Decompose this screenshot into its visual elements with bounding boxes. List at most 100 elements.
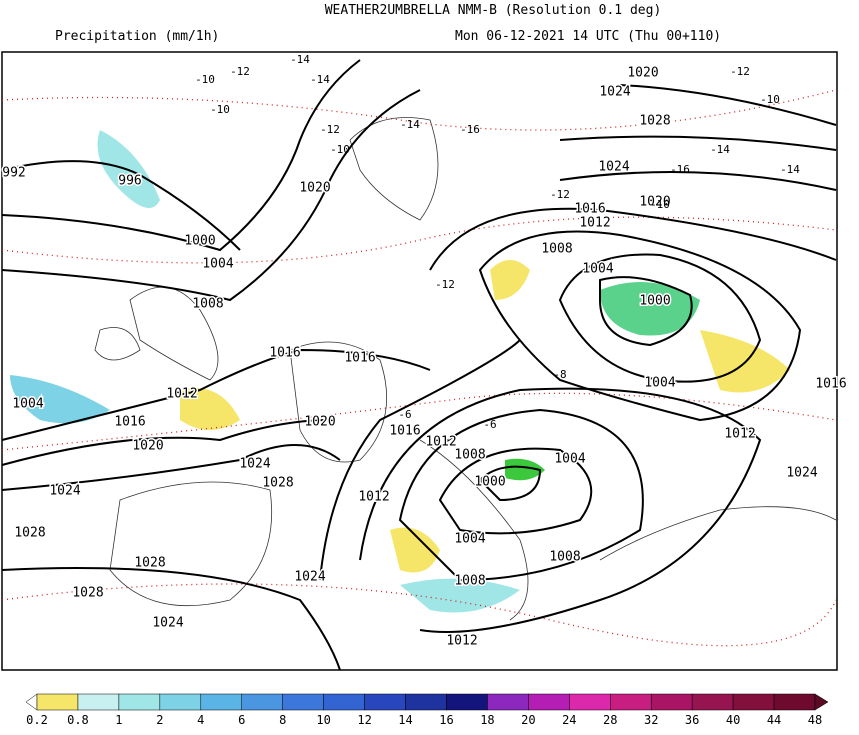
map-frame: 9929961000100410081012101610201024102410… [1, 51, 848, 671]
colorbar-label: 10 [316, 713, 330, 727]
temperature-label: -6 [398, 408, 411, 421]
colorbar-label: 40 [726, 713, 740, 727]
colorbar-label: 20 [521, 713, 535, 727]
isobar-label: 1016 [269, 346, 300, 361]
isobar [319, 339, 521, 581]
isobar-label: 1020 [639, 195, 670, 210]
temperature-label: -10 [195, 73, 215, 86]
colorbar-swatch [159, 693, 202, 711]
isobar-label: 1012 [166, 387, 197, 402]
precip-area [180, 388, 240, 430]
isobar [619, 84, 837, 126]
isobar [398, 408, 644, 582]
isobar [359, 387, 762, 633]
colorbar-swatch [25, 693, 38, 711]
colorbar-label: 36 [685, 713, 699, 727]
temperature-label: -10 [330, 143, 350, 156]
colorbar-swatch [364, 693, 406, 711]
isobar-label: 1016 [389, 424, 420, 439]
isobar [438, 447, 593, 535]
isobar-label: 1012 [425, 435, 456, 450]
isobar [478, 465, 542, 502]
isobar [1, 419, 331, 466]
colorbar-label: 8 [279, 713, 286, 727]
isobar [1, 348, 431, 441]
isobar-label: 1020 [304, 415, 335, 430]
colorbar-label: 24 [562, 713, 576, 727]
temperature-label: -6 [483, 418, 496, 431]
isobar-label: 1016 [344, 351, 375, 366]
isobar-label: 1024 [239, 457, 270, 472]
colorbar-swatch [77, 693, 120, 711]
colorbar-swatch [118, 693, 161, 711]
colorbar-swatch [241, 693, 283, 711]
temperature-label: -12 [550, 188, 570, 201]
isobar-label: 1008 [454, 448, 485, 463]
temperature-label: -16 [460, 123, 480, 136]
precip-areas [10, 130, 790, 613]
colorbar-swatch [569, 693, 611, 711]
isobar-label: 1012 [446, 634, 477, 649]
isobars [1, 59, 837, 671]
isobar-label: 996 [118, 174, 141, 189]
coastline [419, 439, 529, 621]
colorbar-swatch [528, 693, 570, 711]
colorbar-swatch [650, 693, 693, 711]
isobar-label: 1004 [582, 262, 613, 277]
isobar [599, 276, 693, 347]
temperature-label: -8 [553, 368, 566, 381]
precip-area [505, 458, 545, 481]
colorbar-label: 12 [357, 713, 371, 727]
temperature-labels: -10 -12 -14 -10 -12 -14 -16 -12 -10 -14 -10 -8 -6 -6 -… [195, 53, 800, 431]
colorbar-swatch [487, 693, 529, 711]
colorbar-label: 6 [238, 713, 245, 727]
colorbar-label: 14 [398, 713, 412, 727]
isobar-label: 1004 [554, 452, 585, 467]
colorbar-swatch [691, 693, 734, 711]
isobar-labels: 9929961000100410081012101610201024102410… [1, 64, 848, 650]
temperature-label: -14 [400, 118, 420, 131]
isobar [559, 135, 837, 151]
isobar-label: 1012 [724, 427, 755, 442]
isobar-label: 992 [2, 166, 25, 181]
precip-area [490, 260, 530, 300]
precip-area [390, 527, 440, 573]
isobar-label: 1016 [815, 377, 846, 392]
isotherms [1, 89, 837, 647]
temperature-label: -14 [710, 143, 730, 156]
temperature-label: -14 [290, 53, 310, 66]
isobar-label: 1028 [14, 526, 45, 541]
colorbar-swatch [610, 693, 652, 711]
variable-label: Precipitation (mm/1h) [55, 29, 219, 44]
colorbar-swatch [323, 693, 365, 711]
isobar [558, 253, 762, 383]
colorbar: 0.2 0.8 1 2 4 6 8 10 12 14 16 18 20 24 28 32 36 40 44 48 [25, 693, 829, 727]
coastline [349, 117, 439, 221]
colorbar-label: 44 [767, 713, 781, 727]
isobar [429, 207, 837, 271]
isotherm [1, 392, 837, 451]
isobar-label: 1028 [639, 114, 670, 129]
colorbar-label: 0.8 [67, 713, 89, 727]
isobar-label: 1004 [644, 376, 675, 391]
temperature-label: -16 [670, 163, 690, 176]
isobar-label: 1000 [474, 475, 505, 490]
isobar-label: 1024 [294, 570, 325, 585]
run-label: Mon 06-12-2021 14 UTC (Thu 00+110) [455, 29, 721, 44]
isobar-label: 1008 [454, 574, 485, 589]
precip-area [600, 282, 700, 336]
temperature-label: -10 [650, 198, 670, 211]
temperature-label: -12 [730, 65, 750, 78]
isobar-label: 1012 [579, 216, 610, 231]
isobar [1, 444, 341, 491]
isobar-label: 1024 [786, 466, 817, 481]
isobar-label: 1008 [549, 550, 580, 565]
isobar-label: 1024 [152, 616, 183, 631]
precip-area [400, 578, 520, 613]
colorbar-label: 4 [197, 713, 204, 727]
isobar [478, 230, 802, 422]
temperature-label: -14 [780, 163, 800, 176]
isobar-label: 1024 [599, 85, 630, 100]
isobar-label: 1020 [627, 66, 658, 81]
